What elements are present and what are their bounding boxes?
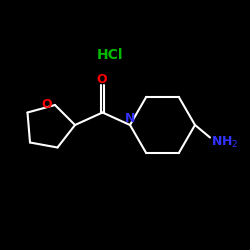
Text: NH$_2$: NH$_2$ — [211, 134, 238, 150]
Text: O: O — [96, 73, 106, 86]
Text: O: O — [42, 98, 52, 112]
Text: N: N — [125, 112, 135, 124]
Text: HCl: HCl — [97, 48, 123, 62]
